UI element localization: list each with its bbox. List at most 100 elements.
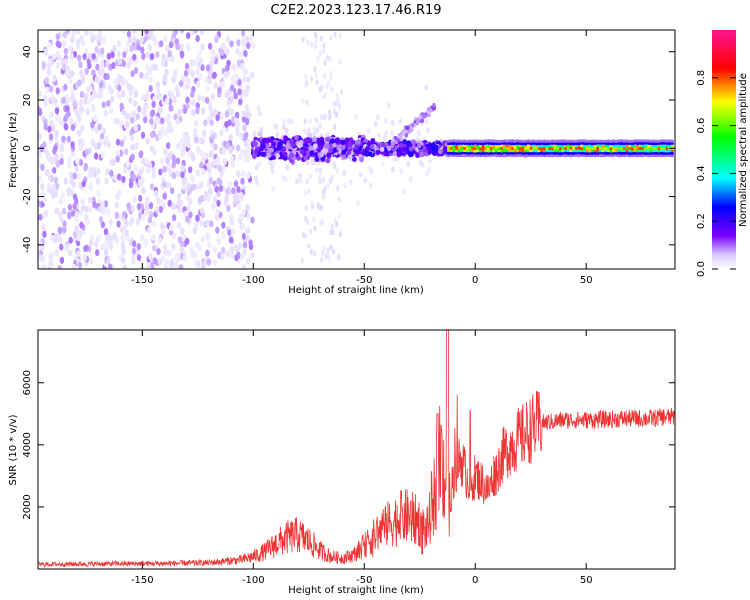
- heatmap-cell: [64, 112, 70, 120]
- heatmap-cell: [92, 167, 97, 175]
- heatmap-cell: [322, 93, 327, 100]
- heatmap-cell: [363, 177, 368, 184]
- heatmap-cell: [136, 203, 142, 210]
- heatmap-cell: [577, 142, 581, 146]
- heatmap-cell: [162, 243, 168, 251]
- heatmap-cell: [636, 149, 640, 153]
- heatmap-cell: [460, 144, 464, 148]
- heatmap-cell: [55, 50, 60, 58]
- heatmap-cell: [548, 149, 552, 153]
- heatmap-cell: [243, 68, 248, 76]
- heatmap-cell: [191, 99, 196, 107]
- heatmap-cell: [366, 128, 371, 134]
- heatmap-cell: [381, 160, 385, 167]
- heatmap-cell: [455, 149, 459, 153]
- heatmap-cell: [185, 96, 190, 104]
- heatmap-cell: [670, 151, 674, 155]
- heatmap-cell: [561, 139, 565, 143]
- heatmap-cell: [569, 149, 573, 153]
- heatmap-cell: [97, 205, 103, 213]
- heatmap-cell: [88, 166, 93, 174]
- heatmap-cell: [175, 118, 181, 125]
- heatmap-cell: [407, 142, 413, 148]
- heatmap-cell: [614, 146, 619, 150]
- heatmap-cell: [359, 157, 364, 163]
- heatmap-cell: [487, 141, 491, 145]
- heatmap-cell: [574, 153, 579, 158]
- heatmap-cell: [144, 238, 149, 246]
- heatmap-cell: [468, 151, 472, 155]
- heatmap-cell: [495, 153, 499, 158]
- heatmap-cell: [80, 198, 86, 206]
- heatmap-y-tick-label: -40: [22, 237, 33, 253]
- heatmap-cell: [548, 139, 552, 143]
- heatmap-cell: [322, 42, 326, 49]
- heatmap-cell: [465, 144, 469, 148]
- heatmap-cell: [532, 147, 536, 151]
- heatmap-cell: [665, 141, 669, 145]
- heatmap-cell: [307, 188, 311, 195]
- heatmap-cell: [668, 139, 672, 143]
- heatmap-cell: [604, 151, 608, 155]
- heatmap-cell: [43, 118, 48, 126]
- heatmap-cell: [130, 205, 135, 213]
- heatmap-cell: [463, 151, 467, 155]
- heatmap-cell: [424, 118, 429, 125]
- heatmap-cell: [132, 195, 137, 203]
- heatmap-cell: [239, 192, 244, 200]
- heatmap-cell: [550, 146, 555, 150]
- heatmap-cell: [202, 130, 207, 138]
- heatmap-cell: [274, 123, 279, 130]
- heatmap-cell: [481, 139, 485, 143]
- heatmap-cells: [38, 30, 674, 269]
- heatmap-cell: [241, 264, 246, 269]
- heatmap-cell: [564, 151, 568, 155]
- heatmap-cell: [319, 151, 325, 157]
- heatmap-cell: [231, 78, 236, 86]
- heatmap-cell: [67, 45, 73, 53]
- heatmap-cell: [662, 149, 666, 153]
- heatmap-cell: [62, 220, 67, 228]
- heatmap-cell: [201, 95, 206, 103]
- heatmap-cell: [585, 144, 589, 148]
- heatmap-cell: [513, 154, 517, 158]
- heatmap-cell: [401, 131, 406, 136]
- heatmap-cell: [199, 149, 204, 157]
- heatmap-cell: [601, 149, 605, 153]
- heatmap-cell: [144, 93, 150, 101]
- heatmap-cell: [74, 81, 80, 89]
- heatmap-cell: [638, 144, 643, 148]
- heatmap-cell: [239, 148, 245, 156]
- heatmap-cell: [585, 139, 589, 143]
- heatmap-cell: [369, 168, 374, 175]
- heatmap-cell: [103, 228, 109, 236]
- heatmap-cell: [447, 151, 451, 155]
- heatmap-cell: [641, 151, 645, 155]
- heatmap-cell: [53, 145, 58, 152]
- heatmap-cell: [636, 144, 640, 148]
- heatmap-cell: [500, 153, 504, 158]
- heatmap-cell: [508, 153, 512, 157]
- heatmap-cell: [649, 139, 653, 143]
- heatmap-cell: [471, 146, 475, 150]
- heatmap-cell: [61, 207, 67, 215]
- heatmap-cell: [556, 154, 560, 158]
- heatmap-cell: [521, 149, 525, 153]
- heatmap-cell: [628, 139, 632, 143]
- heatmap-cell: [254, 164, 259, 171]
- heatmap-cell: [524, 142, 528, 146]
- heatmap-cell: [638, 149, 643, 153]
- heatmap-cell: [117, 188, 122, 196]
- heatmap-cell: [660, 141, 664, 145]
- heatmap-cell: [261, 138, 267, 144]
- heatmap-cell: [83, 164, 88, 172]
- heatmap-cell: [54, 129, 59, 137]
- heatmap-cell: [164, 68, 169, 76]
- heatmap-cell: [670, 144, 674, 148]
- heatmap-cell: [145, 51, 150, 59]
- heatmap-cell: [148, 85, 153, 92]
- heatmap-cell: [429, 108, 433, 113]
- heatmap-cell: [460, 153, 464, 157]
- heatmap-cell: [49, 111, 54, 119]
- heatmap-cell: [355, 149, 360, 155]
